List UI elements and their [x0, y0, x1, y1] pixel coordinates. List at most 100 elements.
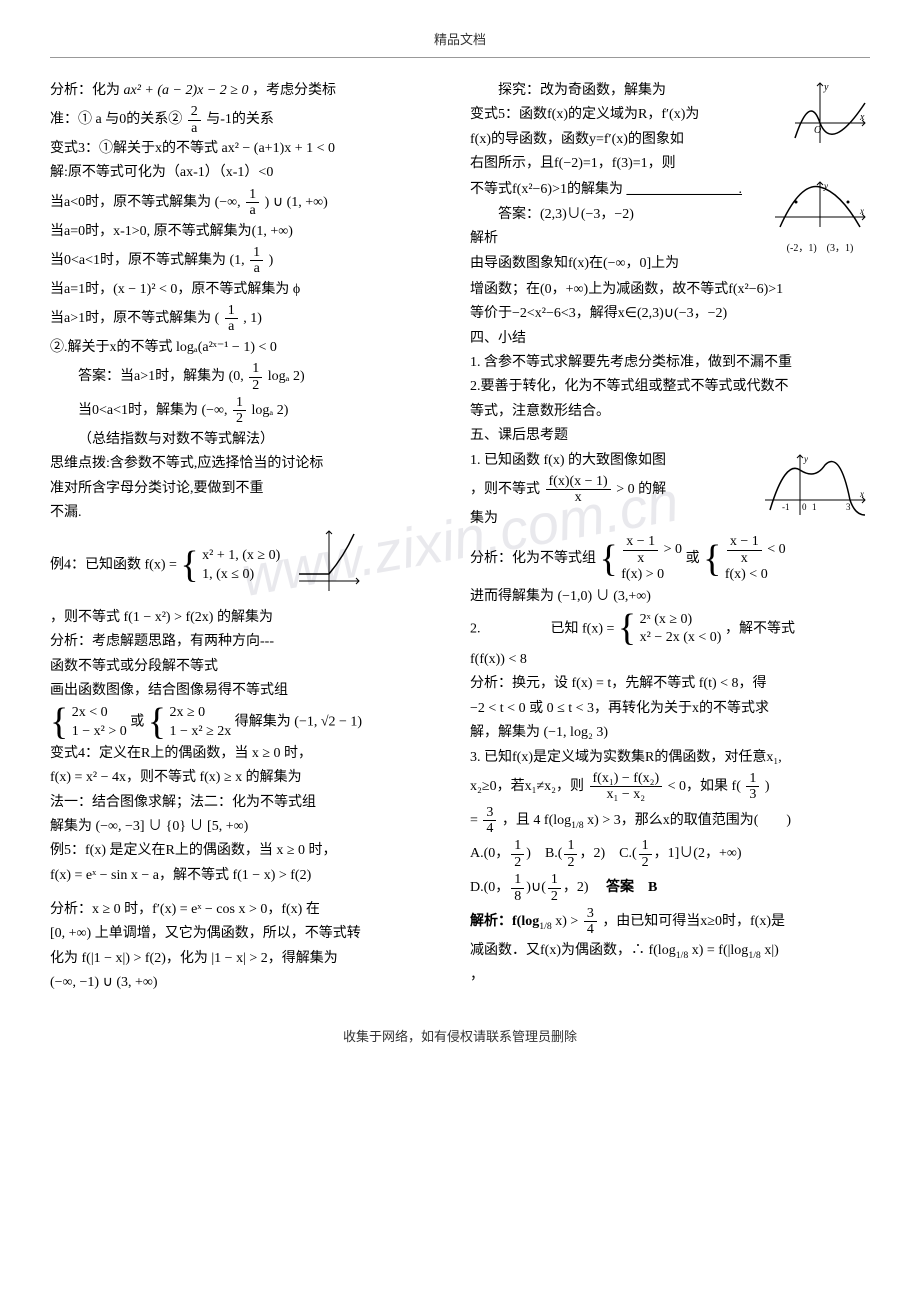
text-line: x₂≥0，若x₁≠x₂，则 f(x₁) − f(x₂)x₁ − x₂ < 0，如… — [470, 771, 870, 803]
denominator: a — [188, 121, 201, 136]
text-line: 当0<a<1时，原不等式解集为 (1, 1a ) — [50, 245, 450, 277]
denominator: a — [246, 203, 259, 218]
fraction: x − 1x — [623, 534, 658, 566]
numerator: 1 — [564, 838, 577, 854]
text: x) > 3，那么x的取值范围为( ) — [587, 813, 791, 828]
text-line: 画出函数图像，结合图像易得不等式组 — [50, 680, 450, 702]
svg-text:x: x — [859, 206, 864, 216]
text-line: 当a=0时，x-1>0, 原不等式解集为(1, +∞) — [50, 221, 450, 243]
text-line: 右图所示，且f(−2)=1，f(3)=1，则 — [470, 153, 870, 175]
text-line: ， — [470, 965, 870, 987]
two-column-layout: 分析：化为 ax² + (a − 2)x − 2 ≥ 0 ，考虑分类标 准：① … — [50, 78, 870, 997]
text-line: 化为 f(|1 − x|) > f(2)，化为 |1 − x| > 2，得解集为 — [50, 948, 450, 970]
numerator: 1 — [746, 771, 759, 787]
denominator: a — [225, 319, 238, 334]
text: 或 — [130, 715, 148, 730]
denominator: 3 — [746, 787, 759, 802]
text-line: 当0<a<1时，解集为 (−∞, 12 logₐ 2) — [50, 395, 450, 427]
text: > 0 — [660, 542, 682, 557]
text-line: 3. 已知f(x)是定义域为实数集R的偶函数，对任意x₁, — [470, 747, 870, 769]
left-column: 分析：化为 ax² + (a − 2)x − 2 ≥ 0 ，考虑分类标 准：① … — [50, 78, 450, 997]
denominator: x — [727, 551, 762, 566]
text: 分析：化为不等式组 — [470, 551, 600, 566]
text: 分析：化为 — [50, 83, 124, 98]
text-line: f(x) = eˣ − sin x − a，解不等式 f(1 − x) > f(… — [50, 865, 450, 887]
fraction: x − 1x — [727, 534, 762, 566]
text: 当0<a<1时，原不等式解集为 (1, — [50, 253, 248, 268]
text: ，2) C.( — [579, 847, 636, 862]
text: x) = f(|log — [688, 943, 748, 958]
text-line: 当a<0时，原不等式解集为 (−∞, 1a ) ∪ (1, +∞) — [50, 187, 450, 219]
numerator: f(x₁) − f(x₂) — [590, 771, 663, 787]
fraction: 1a — [250, 245, 263, 277]
text: ，则不等式 — [470, 482, 544, 497]
text: logₐ 2) — [252, 403, 289, 418]
fraction: 12 — [639, 838, 652, 870]
text: )∪( — [526, 880, 546, 895]
case-row: 2x ≥ 0 — [170, 704, 232, 722]
text-line: 函数不等式或分段解不等式 — [50, 656, 450, 678]
numerator: 1 — [233, 395, 246, 411]
fraction: 18 — [511, 872, 524, 904]
cases: 2x < 0 1 − x² > 0 — [72, 704, 127, 740]
case-row: 1 − x² > 0 — [72, 723, 127, 741]
fraction: 13 — [746, 771, 759, 803]
text-line: 分析：换元，设 f(x) = t，先解不等式 f(t) < 8，得 — [470, 673, 870, 695]
svg-text:3: 3 — [846, 502, 851, 512]
text: 例4：已知函数 f(x) = — [50, 558, 180, 573]
text-line: 增函数；在(0，+∞)上为减函数，故不等式f(x²−6)>1 — [470, 279, 870, 301]
brace-icon: { — [148, 711, 166, 734]
text-line: 不漏. — [50, 502, 450, 524]
svg-text:y: y — [823, 181, 828, 191]
subscript: 1/8 — [571, 820, 584, 831]
text: > 0 的解 — [616, 482, 666, 497]
case-row: f(x) > 0 — [621, 566, 682, 584]
fraction: f(x₁) − f(x₂)x₁ − x₂ — [590, 771, 663, 803]
subscript: 1/8 — [539, 921, 552, 932]
text-line: （总结指数与对数不等式解法） — [50, 429, 450, 451]
fraction: 34 — [584, 906, 597, 938]
svg-text:0: 0 — [802, 502, 807, 512]
svg-text:-1: -1 — [782, 502, 790, 512]
case-row: x² − 2x (x < 0) — [640, 629, 722, 647]
text-line: 分析：考虑解题思路，有两种方向--- — [50, 631, 450, 653]
denominator: a — [250, 261, 263, 276]
point-label: (3，1) — [827, 243, 854, 254]
denominator: 2 — [249, 378, 262, 393]
text: x|) — [761, 943, 779, 958]
page-footer: 收集于网络，如有侵权请联系管理员删除 — [50, 1027, 870, 1048]
text: 得解集为 (−1, √2 − 1) — [235, 715, 362, 730]
text: , 1) — [243, 311, 262, 326]
math: ax² + (a − 2)x − 2 ≥ 0 — [124, 83, 249, 98]
svg-text:y: y — [823, 82, 829, 93]
text-line: 减函数．又f(x)为偶函数，∴ f(log1/8 x) = f(|log1/8 … — [470, 940, 870, 963]
text: ) ∪ (1, +∞) — [265, 195, 328, 210]
option-d: D.(0， — [470, 880, 509, 895]
subscript: 1/8 — [748, 950, 761, 961]
numerator: 1 — [511, 872, 524, 888]
text-line: { 2x < 0 1 − x² > 0 或 { 2x ≥ 0 1 − x² ≥ … — [50, 704, 450, 740]
fraction: 2a — [188, 104, 201, 136]
numerator: 1 — [225, 303, 238, 319]
text-line: 分析：化为 ax² + (a − 2)x − 2 ≥ 0 ，考虑分类标 — [50, 80, 450, 102]
text-line: 答案：当a>1时，解集为 (0, 12 logₐ 2) — [50, 361, 450, 393]
brace-icon: { — [618, 617, 636, 640]
text: 准：① a 与0的关系② — [50, 112, 186, 127]
svg-text:x: x — [859, 112, 865, 123]
numerator: 1 — [548, 872, 561, 888]
numerator: x − 1 — [623, 534, 658, 550]
numerator: 3 — [584, 906, 597, 922]
case-row: 1, (x ≤ 0) — [202, 566, 280, 584]
numerator: 1 — [639, 838, 652, 854]
case-row: x − 1x > 0 — [621, 534, 682, 566]
text-line: 准：① a 与0的关系② 2a 与-1的关系 — [50, 104, 450, 136]
numerator: 1 — [511, 838, 524, 854]
text: ，2) — [563, 880, 589, 895]
case-row: 1 − x² ≥ 2x — [170, 723, 232, 741]
text-line: 等价于−2<x²−6<3，解得x∈(2,3)∪(−3，−2) — [470, 303, 870, 325]
numerator: 1 — [249, 361, 262, 377]
case-row: x² + 1, (x ≥ 0) — [202, 547, 280, 565]
text-line: 当a>1时，原不等式解集为 ( 1a , 1) — [50, 303, 450, 335]
denominator: 2 — [639, 855, 652, 870]
text-line: 例5：f(x) 是定义在R上的偶函数，当 x ≥ 0 时， — [50, 840, 450, 862]
